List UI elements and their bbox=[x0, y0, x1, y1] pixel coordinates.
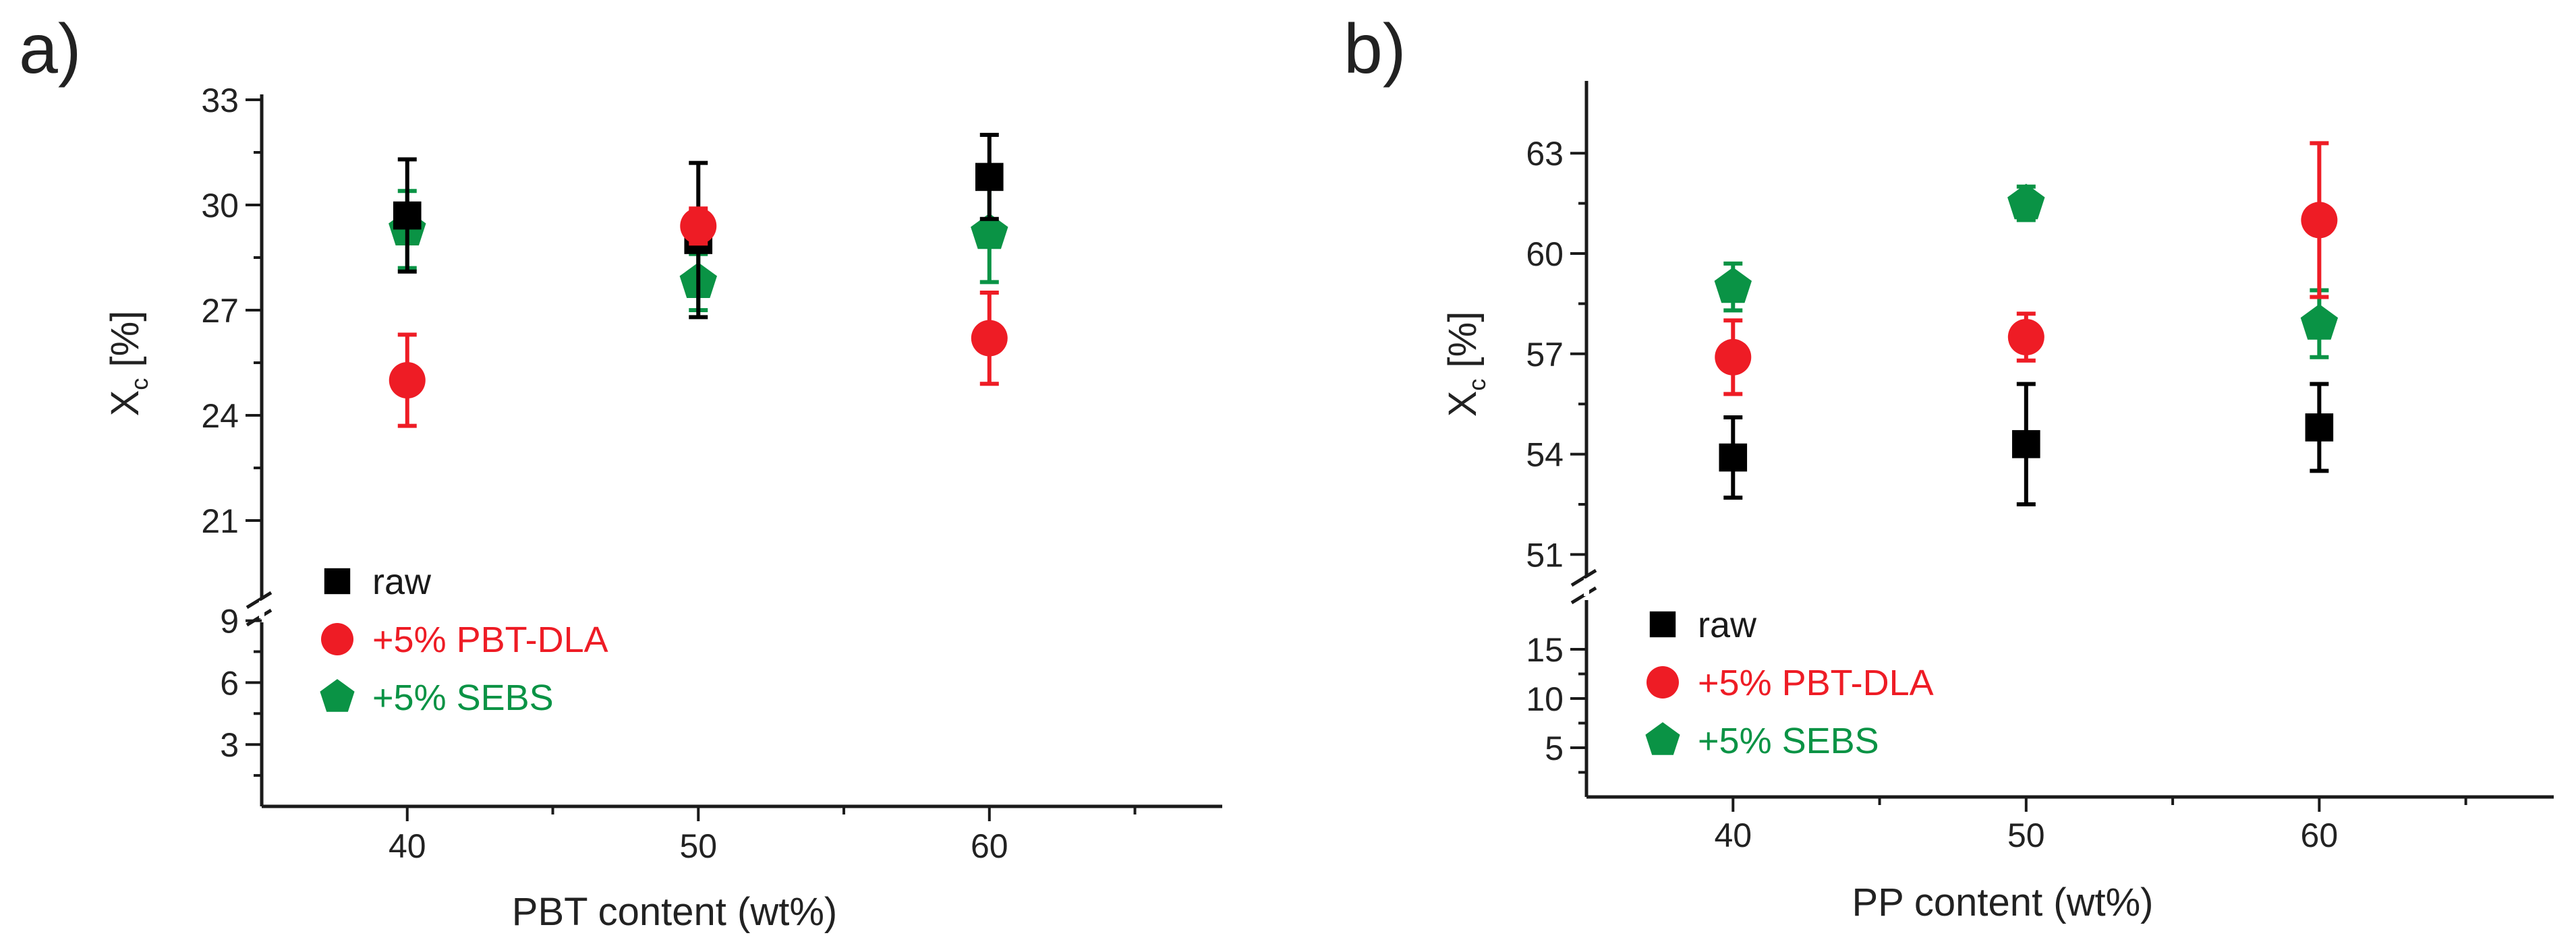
axis-break-gap bbox=[259, 601, 264, 618]
panel-letter: b) bbox=[1344, 10, 1406, 88]
data-point bbox=[2007, 183, 2045, 220]
panel-a: a) 33 30 27 24 21 9 6 3 40 50 60 PBT content (wt%) Xc… bbox=[19, 10, 1222, 934]
y-axis-title-main: X bbox=[1441, 391, 1485, 417]
data-point bbox=[1715, 338, 1752, 376]
y-tick-label: 54 bbox=[1526, 436, 1564, 474]
legend-marker bbox=[1647, 666, 1679, 699]
y-tick-label: 57 bbox=[1526, 336, 1564, 374]
data-point bbox=[2300, 304, 2339, 340]
y-tick-label: 3 bbox=[220, 726, 239, 764]
x-tick-label: 60 bbox=[2301, 817, 2339, 854]
y-tick-label: 60 bbox=[1526, 235, 1564, 273]
y-axis-title-sub: c bbox=[125, 378, 153, 390]
data-point bbox=[2301, 202, 2338, 239]
y-tick-label: 21 bbox=[201, 502, 239, 540]
y-axis-title: Xc [%] bbox=[1441, 311, 1491, 417]
y-tick-label: 63 bbox=[1526, 135, 1564, 173]
y-tick-label: 33 bbox=[201, 82, 239, 119]
data-point bbox=[2305, 413, 2334, 442]
y-tick-label: 6 bbox=[220, 664, 239, 702]
x-tick-label: 40 bbox=[1714, 817, 1752, 854]
data-point bbox=[2012, 429, 2040, 458]
y-axis-title-sub: c bbox=[1463, 379, 1491, 391]
y-tick-label: 5 bbox=[1545, 730, 1564, 767]
data-point bbox=[2007, 319, 2044, 355]
legend-marker bbox=[1649, 611, 1676, 638]
panel-letter: a) bbox=[19, 10, 81, 88]
x-axis-title: PP content (wt%) bbox=[1852, 881, 2153, 924]
y-tick-label: 27 bbox=[201, 292, 239, 330]
data-point bbox=[975, 162, 1004, 191]
x-tick-label: 60 bbox=[971, 827, 1008, 865]
legend-label: raw bbox=[372, 562, 432, 602]
legend-marker bbox=[320, 679, 355, 712]
data-point bbox=[1714, 267, 1752, 303]
panel-b: b) 63 60 57 54 51 15 10 5 40 50 60 PP content (wt%) X… bbox=[1344, 10, 2554, 924]
x-tick-label: 50 bbox=[679, 827, 717, 865]
legend-marker bbox=[321, 623, 353, 655]
x-tick-label: 40 bbox=[389, 827, 426, 865]
axis-break-gap bbox=[1584, 578, 1589, 596]
legend-label: +5% SEBS bbox=[1698, 721, 1879, 761]
legend-label: +5% PBT-DLA bbox=[1698, 663, 1934, 703]
legend-label: +5% PBT-DLA bbox=[372, 620, 608, 660]
data-point bbox=[971, 320, 1008, 357]
y-tick-label: 24 bbox=[201, 397, 239, 435]
y-tick-label: 51 bbox=[1526, 536, 1564, 574]
data-point bbox=[1719, 443, 1748, 472]
axis-break-mark bbox=[1570, 568, 1597, 587]
legend-label: raw bbox=[1698, 605, 1757, 645]
y-axis-title-main: X bbox=[103, 390, 147, 417]
y-axis-title: Xc [%] bbox=[103, 311, 153, 417]
data-point bbox=[393, 201, 422, 230]
y-tick-label: 30 bbox=[201, 187, 239, 225]
legend-marker bbox=[1645, 722, 1680, 755]
y-tick-label: 10 bbox=[1526, 680, 1564, 718]
legend-marker bbox=[324, 568, 351, 595]
data-point bbox=[971, 213, 1008, 249]
y-axis-title-unit: [%] bbox=[1441, 311, 1485, 379]
y-axis-title-unit: [%] bbox=[103, 311, 147, 378]
data-point bbox=[680, 208, 717, 245]
x-axis-title: PBT content (wt%) bbox=[512, 890, 837, 934]
y-tick-label: 15 bbox=[1526, 631, 1564, 669]
legend-label: +5% SEBS bbox=[372, 678, 554, 718]
y-tick-label: 9 bbox=[220, 603, 239, 641]
data-point bbox=[389, 362, 426, 398]
axis-break-mark bbox=[246, 591, 273, 610]
x-tick-label: 50 bbox=[2007, 817, 2045, 854]
